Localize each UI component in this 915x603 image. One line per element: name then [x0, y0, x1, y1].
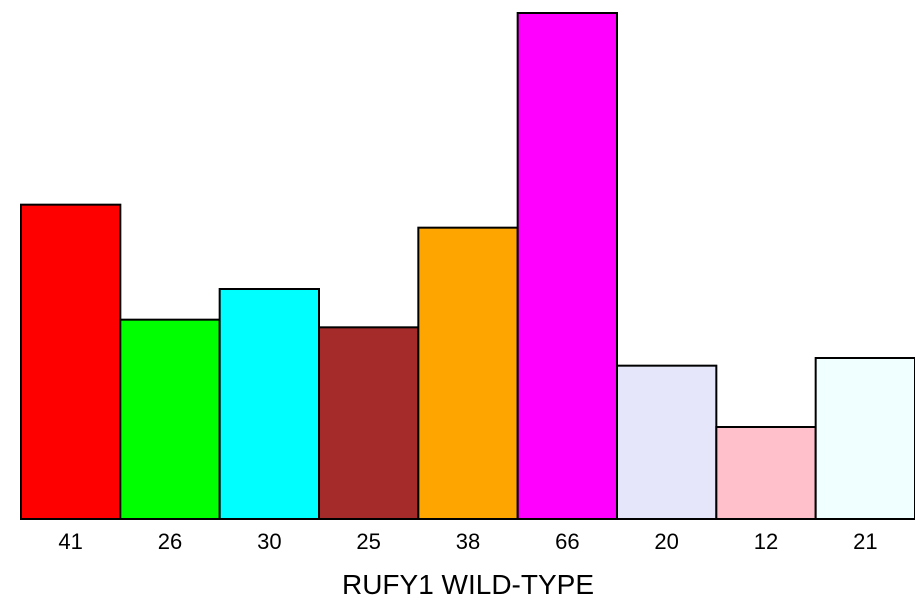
bar-66: [516, 12, 619, 520]
x-axis-title: RUFY1 WILD-TYPE: [342, 569, 594, 600]
tick-labels-group: 41 26 30 25 38 66 20 12 21: [58, 529, 877, 554]
x-tick-label: 20: [654, 529, 678, 554]
bars-group: [20, 12, 915, 521]
x-tick-label: 25: [356, 529, 380, 554]
bar-38: [417, 226, 519, 521]
x-tick-label: 21: [853, 529, 877, 554]
x-tick-label: 26: [158, 529, 182, 554]
x-tick-label: 66: [555, 529, 579, 554]
bar-25: [318, 326, 420, 521]
bar-41: [20, 203, 122, 521]
x-tick-label: 12: [754, 529, 778, 554]
x-tick-label: 38: [456, 529, 480, 554]
bar-26: [119, 318, 221, 520]
bar-30: [218, 288, 321, 520]
bar-12: [715, 426, 817, 520]
bar-20: [616, 364, 718, 520]
x-tick-label: 41: [58, 529, 82, 554]
x-tick-label: 30: [257, 529, 281, 554]
bar-21: [814, 357, 915, 520]
